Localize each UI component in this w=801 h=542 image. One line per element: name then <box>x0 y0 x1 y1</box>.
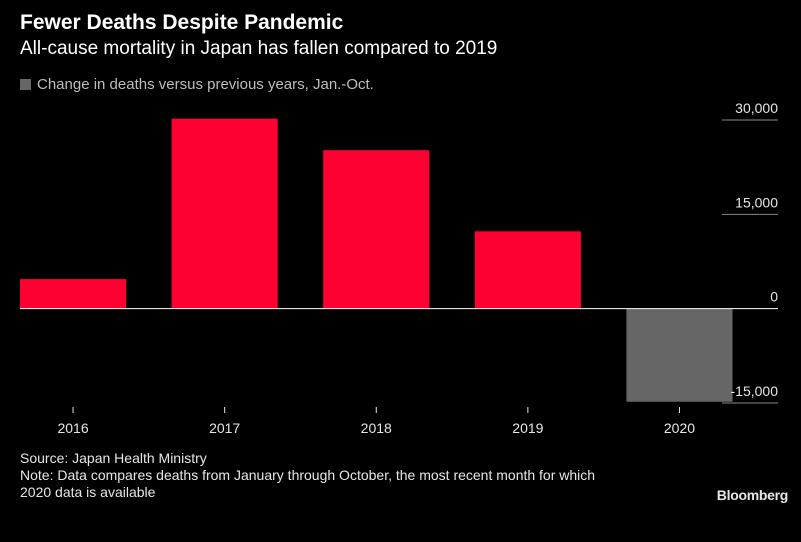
chart-subtitle: All-cause mortality in Japan has fallen … <box>20 38 498 59</box>
x-tick-label: 2018 <box>361 420 392 436</box>
y-tick-label: -15,000 <box>731 383 779 399</box>
bar-2017 <box>171 118 278 309</box>
source-note: Source: Japan Health Ministry <box>20 450 207 466</box>
x-tick-label: 2017 <box>209 420 240 436</box>
legend: Change in deaths versus previous years, … <box>20 76 374 93</box>
y-tick-label: 0 <box>770 289 778 305</box>
bloomberg-logo: Bloomberg <box>716 487 789 503</box>
bar-2016 <box>20 279 127 309</box>
x-tick-label: 2019 <box>512 420 543 436</box>
x-tick-label: 2016 <box>57 420 88 436</box>
bar-2018 <box>323 150 430 309</box>
footnote-line-2: 2020 data is available <box>20 484 156 500</box>
chart-title: Fewer Deaths Despite Pandemic <box>20 11 344 34</box>
x-tick-label: 2020 <box>664 420 695 436</box>
y-tick-label: 15,000 <box>735 194 778 210</box>
footnote-line-1: Note: Data compares deaths from January … <box>20 467 596 483</box>
legend-swatch <box>20 79 31 90</box>
bar-2019 <box>474 231 581 309</box>
legend-label: Change in deaths versus previous years, … <box>37 76 374 93</box>
y-tick-label: 30,000 <box>735 100 778 116</box>
bar-2020 <box>626 308 733 402</box>
